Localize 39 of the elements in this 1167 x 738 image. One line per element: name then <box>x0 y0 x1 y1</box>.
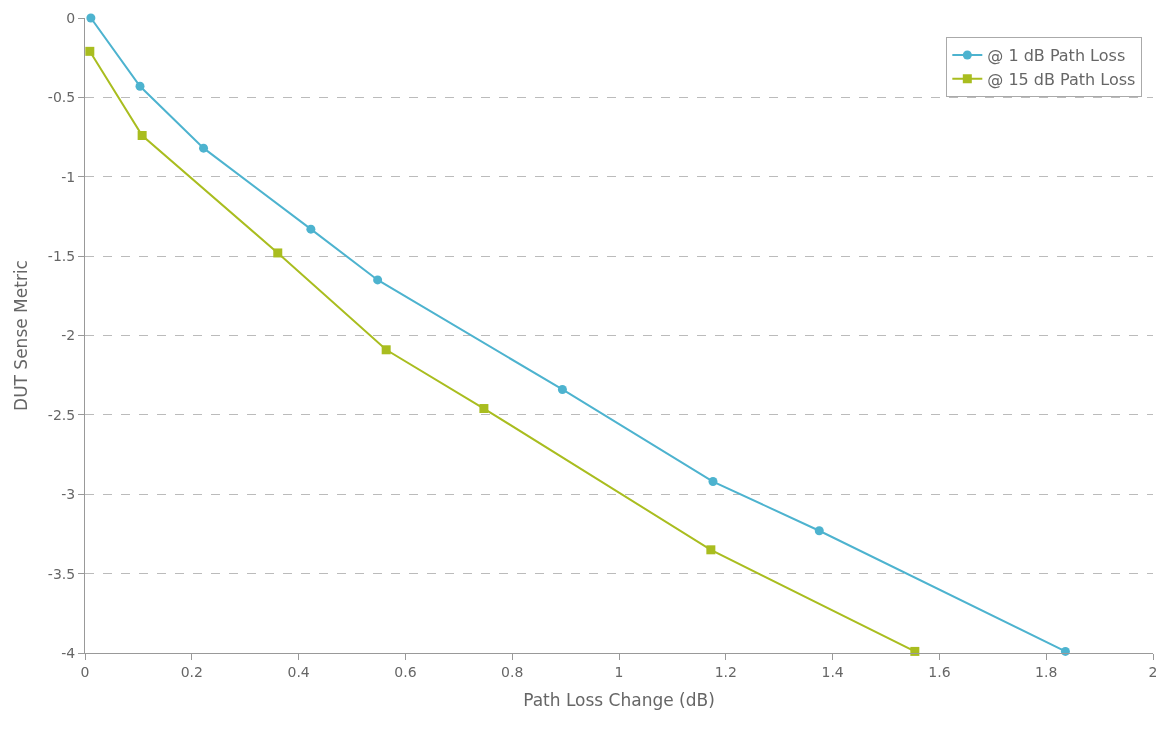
y-tick-label: -3 <box>61 486 76 503</box>
y-tick-label: -1 <box>61 168 76 185</box>
point <box>199 143 209 153</box>
y-axis-title: DUT Sense Metric <box>11 260 32 411</box>
y-tick-label: -0.5 <box>47 89 76 106</box>
x-axis-title: Path Loss Change (dB) <box>523 690 715 711</box>
x-tick-label: 1.4 <box>821 663 844 680</box>
point <box>135 81 145 91</box>
x-tick-label: 1.6 <box>928 663 951 680</box>
x-tick-label: 0.4 <box>287 663 310 680</box>
point <box>137 130 147 140</box>
x-tick-label: 1.2 <box>714 663 737 680</box>
x-tick-label: 0.2 <box>180 663 203 680</box>
x-tick-label: 0.6 <box>394 663 417 680</box>
x-tick-label: 1.8 <box>1035 663 1058 680</box>
y-tick-label: -2.5 <box>47 406 76 423</box>
point <box>479 404 489 414</box>
y-tick-label: -1.5 <box>47 248 76 265</box>
point <box>85 46 95 56</box>
y-tick-label: -3.5 <box>47 565 76 582</box>
point <box>373 275 383 285</box>
point <box>814 526 824 536</box>
point <box>557 384 567 394</box>
x-tick-label: 2 <box>1148 663 1158 680</box>
y-tick-label: 0 <box>66 9 76 26</box>
x-tick-label: 1 <box>614 663 624 680</box>
point <box>306 224 316 234</box>
legend-label: @ 15 dB Path Loss <box>987 69 1136 89</box>
point <box>273 248 283 258</box>
point <box>706 545 716 555</box>
y-tick-label: -2 <box>61 327 76 344</box>
point <box>1060 646 1070 656</box>
point <box>86 13 96 23</box>
point <box>708 477 718 487</box>
legend-label: @ 1 dB Path Loss <box>987 46 1126 66</box>
x-tick-label: 0.8 <box>501 663 524 680</box>
point <box>381 345 391 355</box>
x-tick-label: 0 <box>80 663 90 680</box>
y-tick-label: -4 <box>61 644 76 661</box>
